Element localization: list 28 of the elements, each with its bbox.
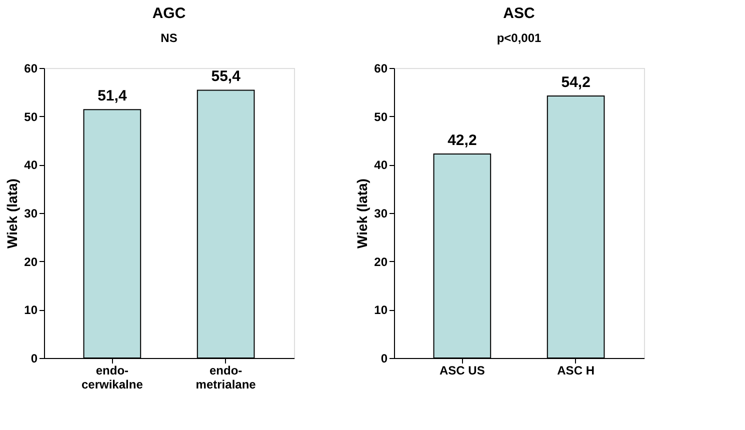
y-tick-label: 40	[24, 158, 38, 172]
data-label: 55,4	[211, 68, 242, 86]
x-tick-label: ASC US	[440, 364, 485, 378]
data-label: 54,2	[561, 74, 590, 92]
y-tick-label: 40	[374, 158, 388, 172]
text: p<0,001	[496, 31, 542, 45]
y-tick-label: 60	[24, 62, 38, 76]
y-tick-label: 30	[24, 206, 38, 220]
chart-title: AGC	[152, 5, 186, 22]
y-tick-label: 10	[374, 303, 388, 318]
y-tick-label: 10	[24, 303, 38, 318]
text: NS	[160, 31, 178, 45]
data-label: 51,4	[98, 88, 128, 105]
x-tick-label: ASC H	[557, 364, 594, 378]
x-tick-label: endo- cerwikalne	[81, 364, 144, 392]
data-label: 42,2	[448, 132, 477, 150]
y-tick-label: 20	[374, 254, 388, 269]
y-tick-label: 0	[30, 352, 38, 366]
y-axis-title: Wiek (lata)	[4, 178, 20, 248]
x-tick-label: endo- metrialane	[196, 364, 256, 392]
y-tick-label: 60	[374, 62, 388, 76]
y-axis-title: Wiek (lata)	[354, 178, 370, 248]
y-tick-label: 50	[24, 110, 38, 124]
y-tick-label: 20	[24, 254, 38, 269]
chart-title: ASC	[503, 5, 535, 22]
y-tick-label: 0	[380, 352, 388, 366]
y-tick-label: 30	[374, 206, 388, 220]
y-tick-label: 50	[374, 110, 388, 124]
